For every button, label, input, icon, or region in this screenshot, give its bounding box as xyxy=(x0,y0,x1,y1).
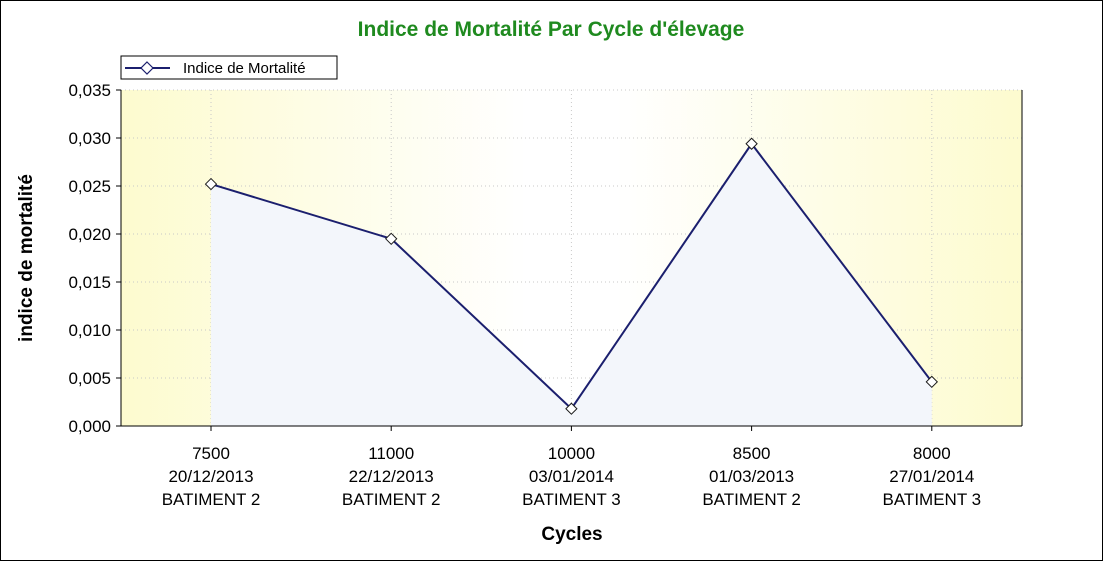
y-tick-label: 0,005 xyxy=(68,369,111,388)
y-tick-label: 0,035 xyxy=(68,81,111,100)
data-points xyxy=(204,137,939,415)
legend-box xyxy=(120,55,338,80)
y-tick-label: 0,025 xyxy=(68,177,111,196)
y-tick-label: 0,020 xyxy=(68,225,111,244)
x-tick-label: 11000 22/12/2013 BATIMENT 2 xyxy=(342,444,441,509)
data-point xyxy=(745,137,758,150)
data-point xyxy=(565,402,578,415)
y-tick-labels: 0,000 0,005 0,010 0,015 0,020 0,025 0,030 0,035 xyxy=(68,81,111,436)
axes xyxy=(116,89,1023,431)
series-area xyxy=(211,143,932,426)
y-tick-label: 0,010 xyxy=(68,321,111,340)
y-tick-label: 0,000 xyxy=(68,417,111,436)
x-tick-label: 8500 01/03/2013 BATIMENT 2 xyxy=(702,444,801,509)
x-tick-label: 8000 27/01/2014 BATIMENT 3 xyxy=(883,444,982,509)
y-tick-label: 0,030 xyxy=(68,129,111,148)
x-tick-label: 7500 20/12/2013 BATIMENT 2 xyxy=(162,444,261,509)
chart-title: Indice de Mortalité Par Cycle d'élevage xyxy=(358,18,745,41)
y-axis-title: indice de mortalité xyxy=(16,174,37,342)
x-axis-title: Cycles xyxy=(541,524,602,545)
area-fill-layer xyxy=(211,143,932,426)
y-tick-label: 0,015 xyxy=(68,273,111,292)
legend: Indice de Mortalité xyxy=(120,55,338,80)
data-point xyxy=(384,232,398,246)
x-tick-labels: 7500 20/12/2013 BATIMENT 2 11000 22/12/2013 B… xyxy=(162,444,981,509)
data-point xyxy=(925,375,939,389)
legend-marker xyxy=(140,61,154,75)
data-point xyxy=(204,177,218,191)
legend-entry: Indice de Mortalité xyxy=(183,60,306,77)
x-tick-label: 10000 03/01/2014 BATIMENT 3 xyxy=(522,444,621,509)
